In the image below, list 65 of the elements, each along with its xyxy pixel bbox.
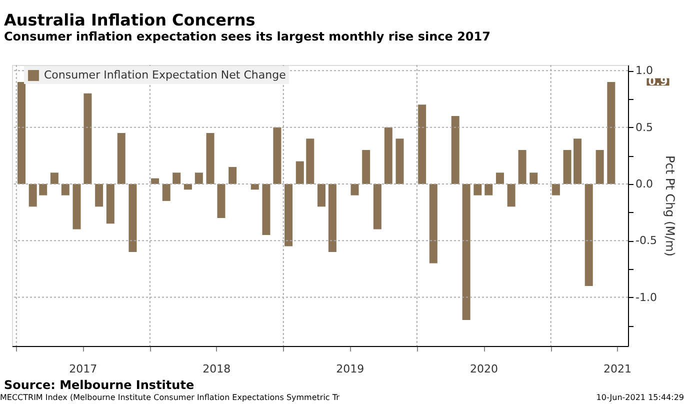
x-tick-label: 2021 — [604, 362, 632, 376]
text: 10-Jun-2021 15:44:29 — [596, 393, 684, 402]
chart-subtitle: Consumer inflation expectation sees its largest monthly rise since 2017 — [4, 30, 490, 44]
bar — [451, 116, 460, 184]
bar — [217, 184, 226, 218]
x-tick-label: 2019 — [336, 362, 364, 376]
bar — [350, 184, 359, 196]
bar — [507, 184, 516, 207]
bar — [84, 93, 92, 184]
bar — [194, 172, 203, 184]
bar — [117, 132, 126, 184]
bar — [362, 150, 370, 184]
x-tick-label: 2020 — [470, 362, 498, 376]
legend-label: Consumer Inflation Expectation Net Change — [44, 68, 286, 82]
bar — [172, 172, 181, 184]
bar — [418, 104, 426, 184]
y-tick-label: 0.5 — [636, 120, 653, 134]
bar — [552, 184, 560, 196]
bar — [474, 184, 482, 196]
bar — [530, 172, 538, 184]
bar — [518, 150, 526, 184]
text: MECCTRIM Index (Melbourne Institute Consumer Inflation Expectations Symmetric Tr — [0, 393, 340, 402]
y-axis-title: Pct Pt Chg (M/m) — [662, 156, 677, 256]
bar — [162, 184, 170, 201]
bar — [262, 184, 270, 235]
x-tick-label: 2017 — [69, 362, 98, 376]
bar — [584, 184, 593, 286]
y-tick-label: -0.5 — [636, 234, 657, 248]
bar — [184, 184, 192, 190]
bar — [484, 184, 493, 196]
bar — [496, 172, 504, 184]
bar — [429, 184, 438, 264]
bar — [151, 178, 160, 184]
bar — [462, 184, 470, 320]
source-note: Source: Melbourne Institute — [4, 378, 194, 392]
bar — [284, 184, 293, 246]
bar — [373, 184, 382, 230]
y-tick-label: 0.0 — [636, 177, 653, 190]
chart-title: Australia Inflation Concerns — [4, 10, 256, 30]
bar — [273, 127, 282, 184]
bar — [50, 172, 58, 184]
bar — [396, 138, 404, 184]
bar — [328, 184, 336, 252]
bar — [18, 82, 26, 184]
bar — [574, 138, 582, 184]
bar — [106, 184, 114, 224]
bar — [39, 184, 48, 196]
bar — [306, 138, 314, 184]
bar — [317, 184, 326, 207]
bar — [95, 184, 104, 207]
y-tick-label: 1.0 — [636, 64, 653, 78]
bar — [228, 166, 237, 184]
bar — [28, 184, 37, 207]
y-tick-label: -1.0 — [636, 290, 657, 304]
bar — [206, 132, 214, 184]
bar — [250, 184, 259, 190]
bar — [607, 82, 616, 184]
bar — [384, 127, 392, 184]
bar — [563, 150, 572, 184]
bar — [596, 150, 604, 184]
x-tick-label: 2018 — [202, 362, 231, 376]
bar — [128, 184, 137, 252]
bar — [72, 184, 81, 230]
bar — [296, 161, 304, 184]
bar — [61, 184, 70, 196]
